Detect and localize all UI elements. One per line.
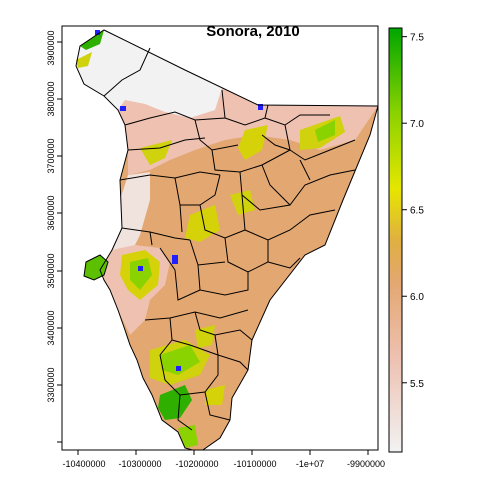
yellow-patch-south-2 [195, 325, 215, 348]
y-tick-label: 3300000 [46, 367, 56, 402]
y-tick-label: 3400000 [46, 310, 56, 345]
water-body-1 [172, 255, 178, 264]
yellow-patch-south-3 [205, 385, 225, 405]
water-body-5 [120, 106, 126, 111]
colorbar-tick-label: 7.5 [410, 33, 424, 44]
x-tick-label: -10400000 [62, 459, 105, 469]
raster-layer [75, 29, 378, 450]
colorbar-tick-label: 6.5 [410, 206, 424, 217]
green-patch-west [130, 258, 152, 290]
pale-area-coast [112, 172, 150, 270]
colorbar-ticks: 5.5 6.0 6.5 7.0 7.5 [402, 33, 424, 390]
x-tick-label: -9900000 [347, 459, 385, 469]
x-tick-label: -10100000 [233, 459, 276, 469]
green-patch-south-2 [158, 385, 192, 420]
y-axis: 3300000 3400000 3500000 3600000 3700000 … [46, 30, 62, 443]
colorbar-tick-label: 7.0 [410, 119, 424, 130]
plot-frame [61, 25, 379, 451]
y-tick-label: 3800000 [46, 81, 56, 116]
y-tick-label: 3900000 [46, 30, 56, 65]
colorbar-tick-label: 5.5 [410, 379, 424, 390]
x-axis: -10400000 -10300000 -10200000 -10100000 … [62, 450, 385, 469]
green-patch-south-1 [160, 345, 200, 375]
x-tick-label: -10200000 [175, 459, 218, 469]
green-patch-ne [315, 120, 335, 142]
colorbar: 5.5 6.0 6.5 7.0 7.5 [388, 27, 424, 453]
water-body-4 [138, 266, 143, 271]
water-body-3 [176, 366, 181, 371]
pale-area-northwest [76, 30, 222, 118]
yellow-patch-center [238, 125, 268, 160]
y-tick-label: 3600000 [46, 195, 56, 230]
y-tick-label: 3700000 [46, 138, 56, 173]
water-body-2 [258, 104, 263, 110]
y-tick-label: 3500000 [46, 253, 56, 288]
x-tick-label: -10300000 [118, 459, 161, 469]
water-body-6 [95, 30, 100, 35]
green-patch-tip [178, 425, 198, 448]
yellow-patch-northwest [76, 52, 92, 68]
municipal-boundaries [75, 29, 378, 450]
colorbar-gradient [388, 27, 403, 453]
x-tick-label: -1e+07 [296, 459, 324, 469]
colorbar-tick-label: 6.0 [410, 292, 424, 303]
map-title: Sonora, 2010 [206, 23, 299, 40]
